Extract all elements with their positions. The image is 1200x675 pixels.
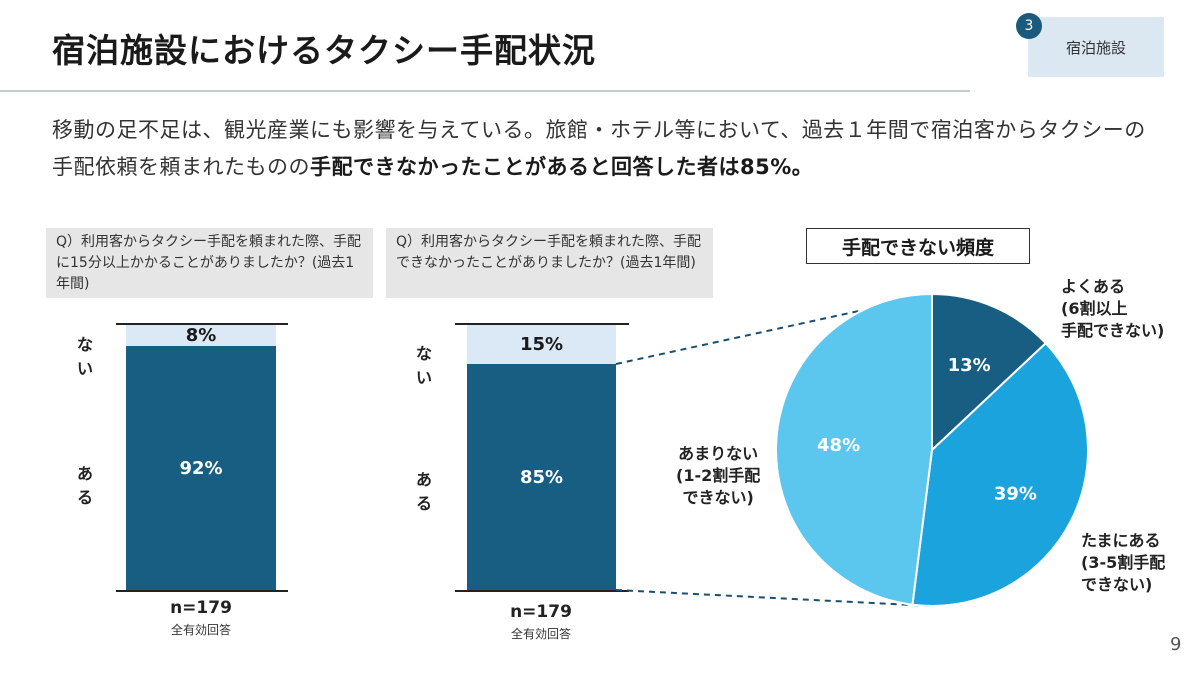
pie-legend-label-often: よくある (6割以上 手配できない) — [1061, 277, 1165, 340]
pie-chart: 13% 39% 48% — [775, 292, 1089, 607]
pie-slice-rarely — [775, 292, 933, 606]
section-tag: 宿泊施設 — [1028, 17, 1164, 77]
category-label-nai: ない — [416, 344, 433, 387]
page-title: 宿泊施設におけるタクシー手配状況 — [52, 31, 596, 70]
pie-legend-label-sometimes: たまにある (3-5割手配 できない) — [1081, 531, 1166, 594]
bar-segment-aru: 85% — [467, 364, 616, 590]
category-label-aru: ある — [77, 464, 94, 507]
question-box-2: Q）利用客からタクシー手配を頼まれた際、手配できなかったことがありましたか？(過… — [386, 228, 713, 298]
question-box-1: Q）利用客からタクシー手配を頼まれた際、手配に15分以上かかることがありましたか… — [46, 228, 373, 298]
bar-value-label: 15% — [519, 334, 564, 355]
sample-size-label: n=179 — [170, 598, 232, 618]
pie-legend-label-rarely: あまりない (1-2割手配 できない) — [676, 444, 761, 507]
section-number-badge: 3 — [1016, 13, 1042, 39]
bar-top-line — [116, 323, 288, 325]
sample-size-note: 全有効回答 — [510, 627, 571, 641]
lead-text-highlight: 手配できなかったことがあると回答した者は85%。 — [310, 155, 814, 179]
pie-value-rarely: 48% — [817, 435, 860, 456]
bar-baseline — [455, 590, 629, 592]
title-divider — [0, 90, 970, 92]
bar-value-label: 85% — [519, 466, 564, 488]
bar-value-label: 92% — [179, 457, 223, 479]
bar-top-line — [455, 323, 629, 325]
connector-line-bottom — [615, 589, 933, 607]
sample-size-label: n=179 — [510, 602, 572, 622]
page-number: 9 — [1170, 634, 1182, 655]
sample-size-note: 全有効回答 — [170, 623, 231, 637]
category-label-nai: ない — [77, 335, 94, 378]
bar-segment-nai: 8% — [126, 325, 276, 346]
lead-paragraph: 移動の足不足は、観光産業にも影響を与えている。旅館・ホテル等において、過去１年間… — [52, 112, 1162, 186]
bar-segment-nai: 15% — [467, 325, 616, 364]
bar-segment-aru: 92% — [126, 346, 276, 590]
bar-baseline — [116, 590, 288, 592]
pie-title: 手配できない頻度 — [806, 228, 1030, 264]
section-tag-label: 宿泊施設 — [1065, 38, 1126, 57]
lead-text: 移動の足不足は、観光産業にも影響を与えている。旅館・ホテル等において、過去１年間… — [52, 118, 1146, 179]
pie-value-often: 13% — [948, 355, 991, 376]
category-label-aru: ある — [416, 470, 433, 513]
pie-value-sometimes: 39% — [994, 483, 1037, 504]
pie-slice-often — [931, 292, 1048, 453]
bar-value-label: 8% — [185, 325, 217, 346]
pie-slice-sometimes — [911, 341, 1089, 607]
